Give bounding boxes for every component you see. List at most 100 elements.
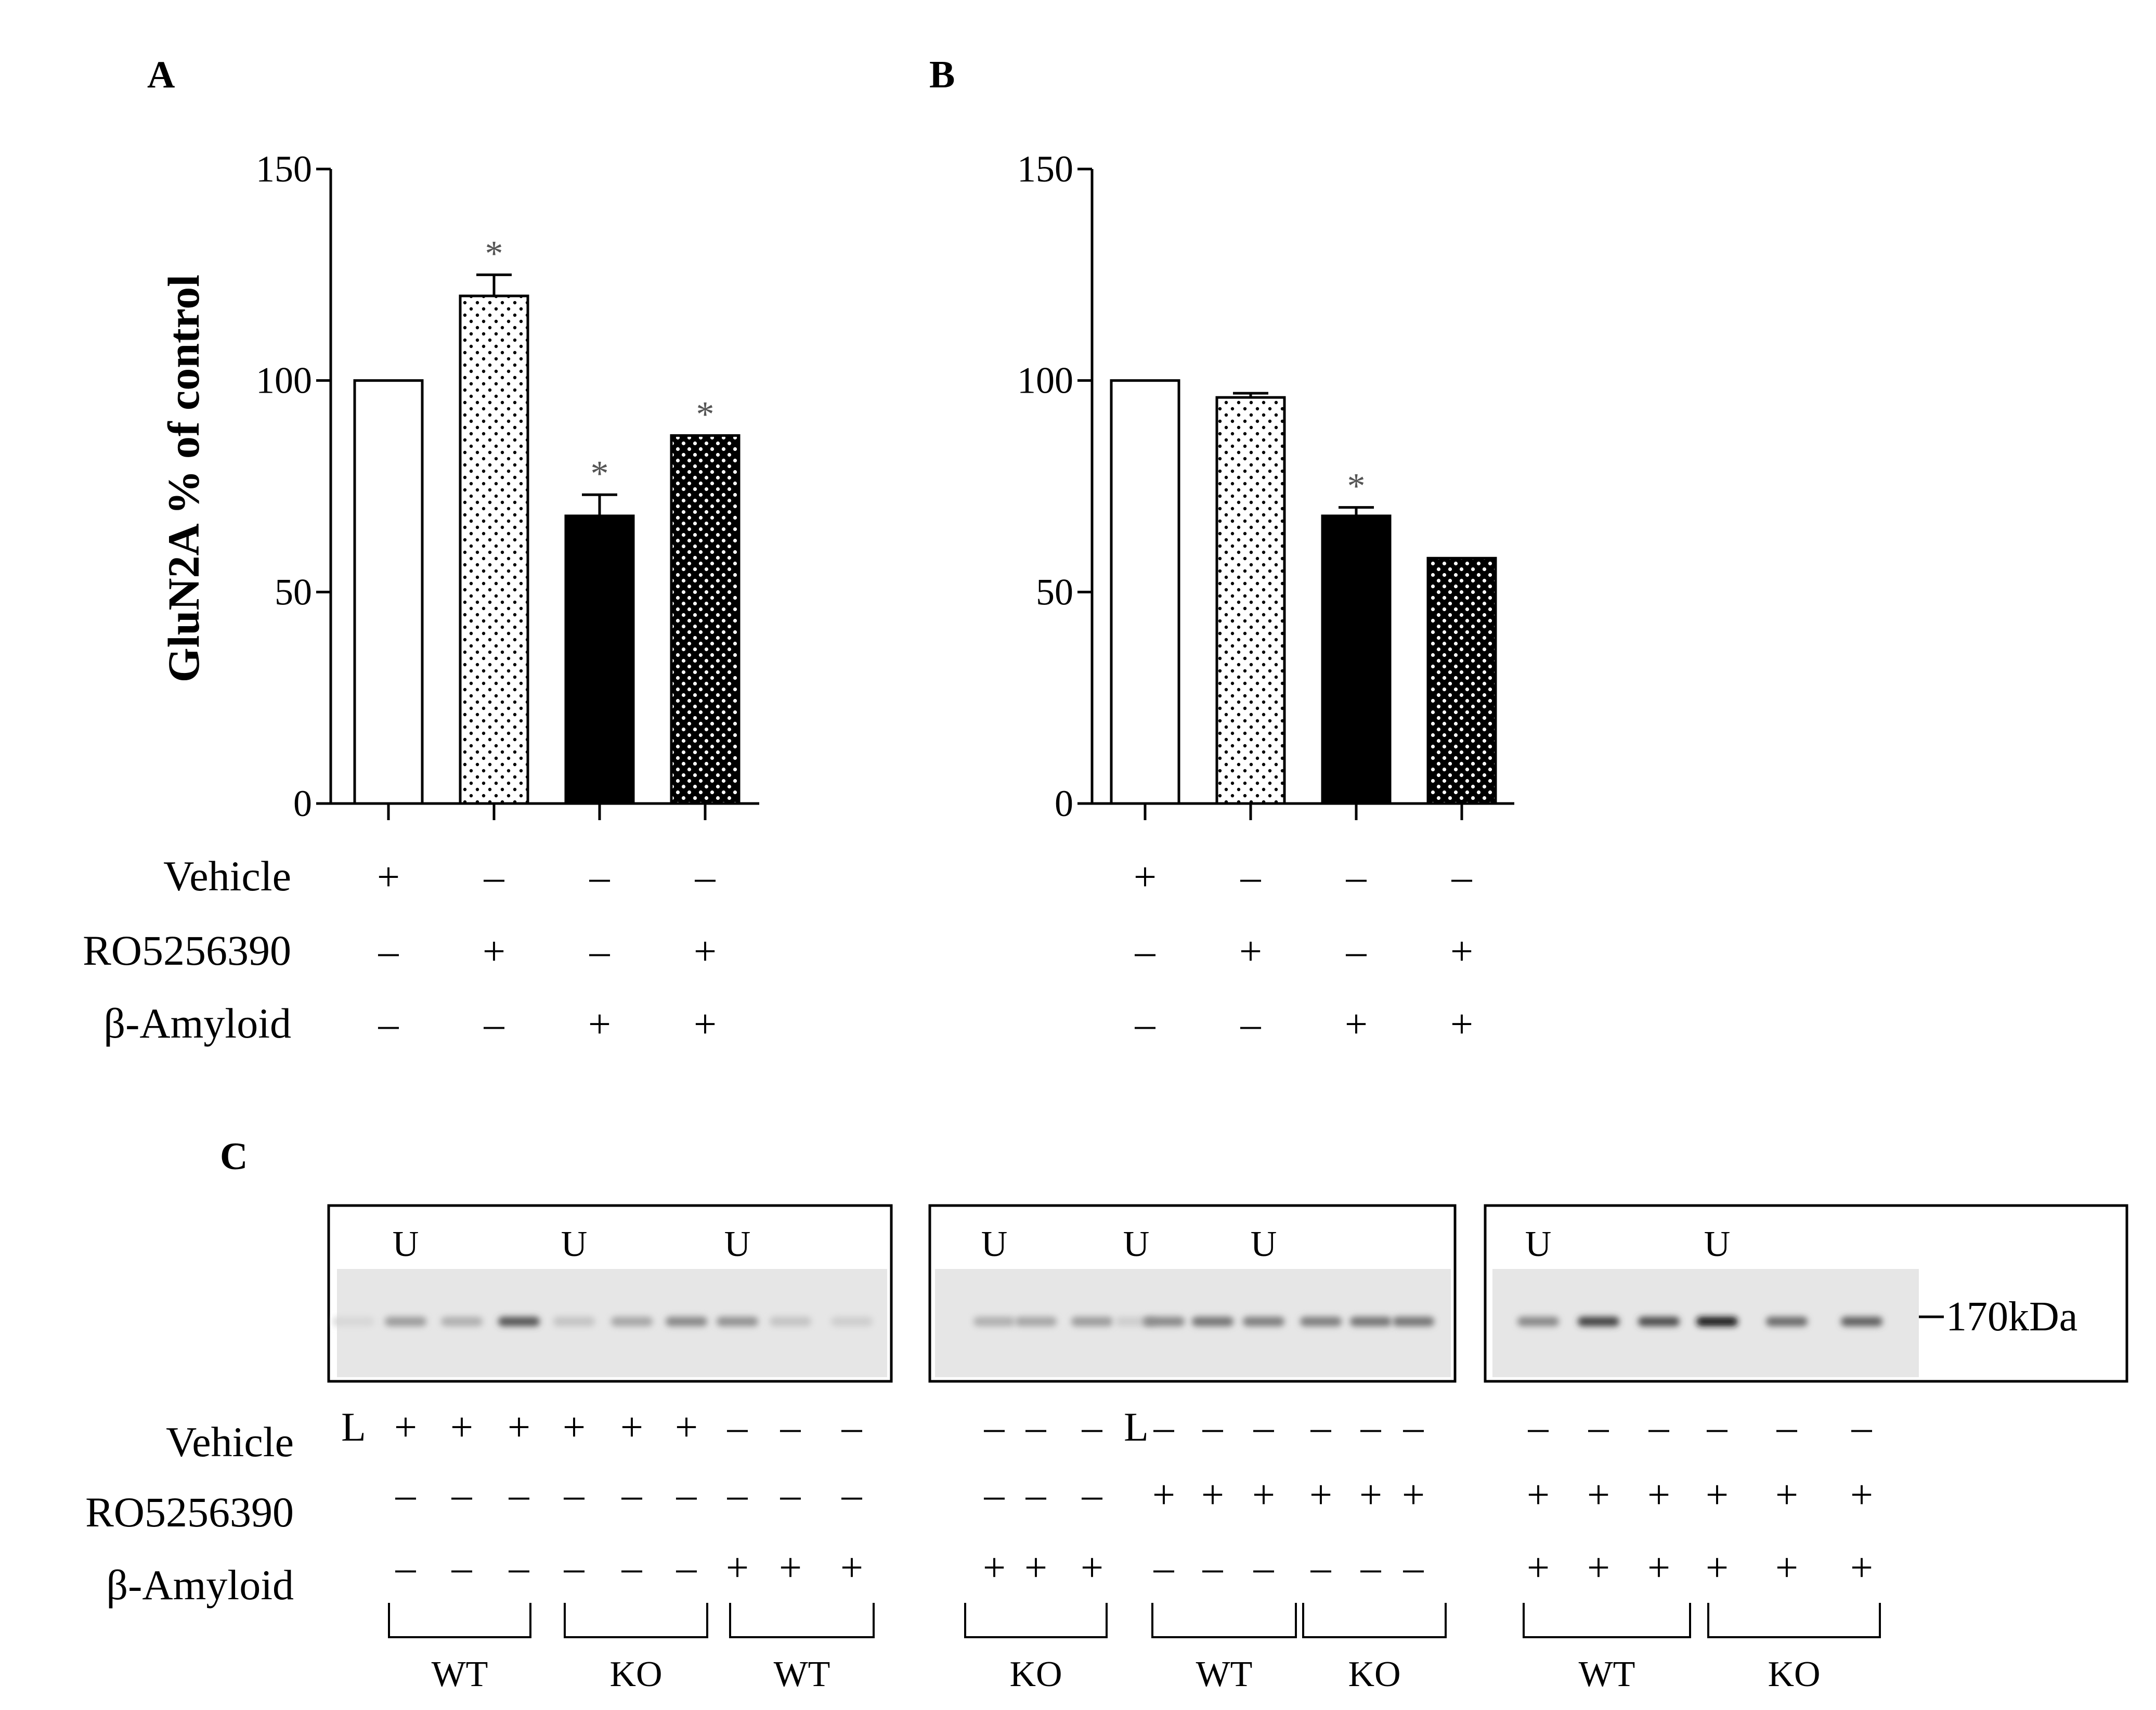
treatment-symbol: + [1239,928,1262,974]
blot-treatment-symbol: L [341,1404,366,1449]
blot-treatment-symbol: – [1025,1472,1047,1517]
y-tick-label: 100 [1017,360,1073,401]
y-tick-label: 150 [256,148,312,190]
blot-treatment-symbol: – [395,1545,417,1590]
blot-treatment-symbol: + [1706,1472,1729,1517]
blot-treatment-symbol: – [621,1472,643,1517]
blot-treatment-symbol: – [1403,1545,1424,1590]
blot-treatment-symbol: + [1775,1472,1798,1517]
blot-band [717,1317,758,1326]
blot-treatment-symbol: – [621,1545,643,1590]
blot-row-label: Vehicle [166,1418,294,1466]
lane-marker-u: U [1704,1224,1731,1264]
significance-star: * [1347,467,1366,507]
bar [1426,556,1497,805]
blot-treatment-symbol: – [780,1404,801,1449]
blot-band [1192,1317,1233,1326]
lane-marker-u: U [1123,1224,1150,1264]
blot-treatment-symbol: + [1775,1545,1798,1590]
blot-treatment-symbol: + [1024,1545,1047,1590]
blot-band [1143,1317,1185,1326]
treatment-symbol: + [588,1001,611,1046]
treatment-row-label: RO5256390 [83,927,291,974]
significance-star: * [591,454,609,494]
blot-treatment-symbol: – [1588,1404,1609,1449]
blot-box: U U U– – – L – – – – – –– – – + + + + + ++ + + – – – – – –KO WT KO [928,1204,1457,1694]
blot-band [1638,1317,1680,1326]
group-bracket [729,1603,875,1638]
treatment-symbol: – [589,854,611,899]
treatment-symbol: + [1450,928,1473,974]
treatment-symbol: + [377,854,400,899]
group-label: KO [1009,1654,1062,1694]
group-label: WT [432,1654,488,1694]
panel-letter-b: B [929,54,955,96]
blot-treatment-symbol: – [1082,1472,1103,1517]
blot-band [1393,1317,1434,1326]
treatment-symbol: – [378,1001,399,1046]
treatment-symbol: – [1240,1001,1262,1046]
blot-treatment-symbol: – [1202,1404,1224,1449]
y-tick-label: 0 [293,783,312,824]
blot-band [1243,1317,1284,1326]
treatment-symbol: + [1450,1001,1473,1046]
blot-treatment-symbol: – [451,1545,473,1590]
blot-treatment-symbol: + [1647,1472,1670,1517]
blot-treatment-symbol: – [676,1472,697,1517]
chart-a: 0 50 100 150 * * * Vehicle + – – – RO5256390 – + – + β-Am… [83,148,759,1047]
blot-treatment-symbol: – [1707,1404,1728,1449]
treatment-symbol: – [484,854,505,899]
blot-treatment-symbol: + [1309,1472,1332,1517]
treatment-symbol: – [484,1001,505,1046]
blot-treatment-symbol: + [726,1545,749,1590]
significance-star: * [485,234,503,274]
group-bracket [564,1603,708,1638]
blot-treatment-symbol: – [727,1404,748,1449]
treatment-symbol: – [1135,928,1156,974]
treatment-symbol: – [1346,854,1367,899]
blot-treatment-symbol: – [1153,1404,1175,1449]
blot-treatment-symbol: – [1528,1404,1549,1449]
blot-treatment-symbol: + [1152,1472,1175,1517]
group-bracket [388,1603,531,1638]
blot-treatment-symbol: – [1403,1404,1424,1449]
blot-treatment-symbol: + [450,1404,473,1449]
treatment-symbol: – [1240,854,1262,899]
blot-treatment-symbol: – [1360,1404,1382,1449]
blot-band [611,1317,653,1326]
blot-band [1071,1317,1113,1326]
treatment-row-label: β-Amyloid [103,1000,291,1047]
bar [1110,379,1180,805]
blot-band [1300,1317,1342,1326]
y-axis-label: GluN2A % of control [159,275,209,682]
blot-treatment-symbol: – [1776,1404,1798,1449]
chart-b: 0 50 100 150 * + – – – – + – + – – + + [1017,148,1514,1046]
lane-marker-u: U [981,1224,1008,1264]
blot-treatment-symbol: – [1310,1404,1332,1449]
blot-treatment-symbol: – [1202,1545,1224,1590]
blot-band [1015,1317,1057,1326]
group-bracket [1151,1603,1297,1638]
group-bracket [1302,1603,1447,1638]
blot-band [1578,1317,1619,1326]
blot-treatment-symbol: – [1082,1404,1103,1449]
blot-treatment-symbol: – [984,1472,1005,1517]
treatment-symbol: + [694,928,717,974]
blot-treatment-symbol: + [1402,1472,1425,1517]
treatment-symbol: – [589,928,611,974]
blot-treatment-symbol: + [563,1404,586,1449]
lane-marker-u: U [1525,1224,1552,1264]
blot-treatment-symbol: – [780,1472,801,1517]
blot-treatment-symbol: – [564,1545,585,1590]
blot-treatment-symbol: – [1025,1404,1047,1449]
treatment-symbol: + [694,1001,717,1046]
blot-treatment-symbol: + [1359,1472,1382,1517]
bar [564,514,635,805]
blot-treatment-symbol: + [1587,1472,1610,1517]
group-label: WT [1196,1654,1253,1694]
lane-marker-u: U [393,1224,419,1264]
treatment-symbol: + [483,928,505,974]
blot-band [1350,1317,1392,1326]
